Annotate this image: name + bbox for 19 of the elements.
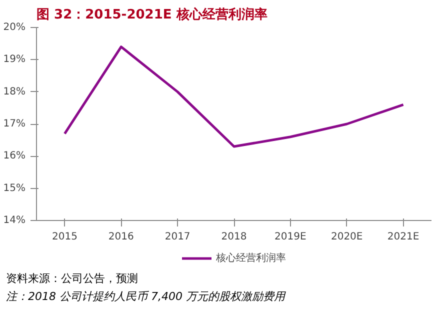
x-tick-label: 2017	[164, 232, 190, 242]
text: 注：2018 公司计提约人民币 7,400 万元的股权激励费用	[6, 289, 285, 305]
chart-title: 图 32：2015-2021E 核心经营利润率	[36, 6, 268, 22]
x-tick-label: 2018	[221, 232, 247, 242]
x-tick-label: 2020E	[330, 232, 363, 242]
y-tick-label: 19%	[3, 54, 26, 66]
y-tick-label: 14%	[3, 215, 26, 226]
x-tick-label: 2015	[52, 232, 78, 242]
y-tick-label: 15%	[3, 182, 26, 194]
y-tick-label: 20%	[3, 22, 26, 33]
x-tick-label: 2021E	[387, 232, 420, 242]
y-tick-label: 16%	[3, 150, 26, 162]
legend-label: 核心经营利润率	[216, 252, 286, 265]
y-tick-label: 18%	[3, 86, 26, 98]
y-tick-label: 17%	[3, 118, 26, 130]
line-series	[63, 46, 405, 148]
x-tick-label: 2019E	[274, 232, 306, 242]
text: 资料来源：公司公告，预测	[6, 271, 138, 287]
x-tick-label: 2016	[108, 232, 134, 242]
